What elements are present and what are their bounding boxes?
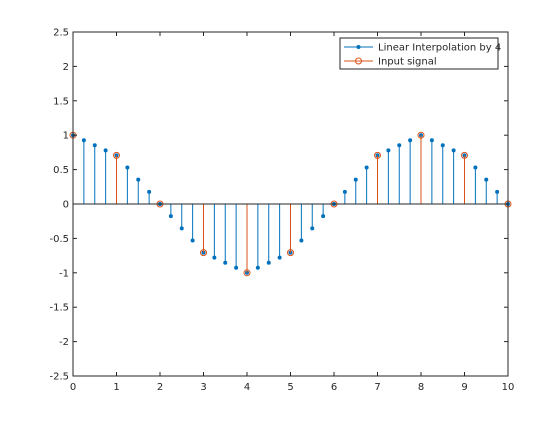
y-tick-label: -1.5: [49, 303, 69, 314]
stem-marker-interp: [179, 226, 184, 231]
stem-marker-interp: [495, 189, 500, 194]
stem-marker-interp: [266, 260, 271, 265]
stem-marker-interp: [440, 143, 445, 148]
legend-box: [339, 37, 499, 70]
stem-marker-interp: [321, 214, 326, 219]
stem-marker-interp: [212, 255, 217, 260]
legend-marker-input: [355, 57, 362, 65]
stem-marker-interp: [429, 138, 434, 143]
stem-marker-interp: [310, 226, 315, 231]
y-tick-label: -2: [59, 337, 69, 348]
stem-marker-interp: [364, 165, 369, 170]
stem-marker-interp: [255, 265, 260, 270]
y-tick-label: -1: [59, 268, 69, 279]
stem-marker-input: [200, 249, 207, 257]
stem-marker-interp: [234, 265, 239, 270]
stem-marker-interp: [223, 260, 228, 265]
x-tick-label: 4: [244, 382, 250, 393]
x-tick-label: 10: [502, 382, 515, 393]
stem-marker-input: [243, 269, 251, 277]
stem-marker-interp: [92, 143, 97, 148]
stem-marker-input: [287, 249, 294, 257]
stem-marker-interp: [190, 238, 195, 243]
stem-marker-input: [461, 151, 468, 159]
stem-marker-input: [113, 151, 120, 159]
legend-label-interp: Linear Interpolation by 4: [378, 43, 501, 54]
stem-marker-interp: [168, 214, 173, 219]
x-tick-label: 5: [287, 382, 293, 393]
stem-marker-interp: [277, 255, 282, 260]
stem-marker-interp: [386, 148, 391, 153]
stem-marker-interp: [299, 238, 304, 243]
x-tick-label: 3: [200, 382, 206, 393]
y-tick-label: 2: [63, 62, 69, 73]
legend-marker-interp: [356, 45, 361, 49]
y-tick-label: -2.5: [49, 372, 69, 383]
y-tick-label: -0.5: [49, 234, 69, 245]
x-tick-label: 9: [461, 382, 467, 393]
stem-marker-interp: [353, 177, 358, 182]
y-tick-label: 1.5: [53, 96, 69, 107]
x-tick-label: 6: [331, 382, 337, 393]
axes-layer: 0 1 2 3 4 5 6 7 8 9 10 -2.5 -2 -1.5 -1 -0.5 0 0.5 1 1.5 2 2.5: [49, 28, 514, 394]
x-tick-label: 2: [157, 382, 163, 393]
y-tick-label: 0: [63, 200, 69, 211]
stem-marker-interp: [451, 148, 456, 153]
stem-marker-interp: [408, 138, 413, 143]
stem-marker-interp: [147, 189, 152, 194]
x-tick-label: 7: [374, 382, 380, 393]
stem-marker-interp: [342, 189, 347, 194]
x-tick-label: 0: [70, 382, 76, 393]
y-tick-label: 1: [63, 131, 69, 142]
legend-label-input: Input signal: [378, 57, 437, 68]
stem-marker-interp: [397, 143, 402, 148]
stem-marker-input: [374, 151, 381, 159]
x-tick-label: 1: [113, 382, 119, 393]
stem-marker-interp: [473, 165, 478, 170]
stem-marker-interp: [81, 138, 86, 143]
stem-marker-input: [417, 131, 425, 139]
stem-marker-interp: [103, 148, 108, 153]
y-tick-label: 0.5: [53, 165, 69, 176]
x-tick-label: 8: [418, 382, 424, 393]
legend: Linear Interpolation by 4 Input signal: [339, 37, 501, 70]
y-tick-label: 2.5: [53, 28, 69, 39]
stem-marker-interp: [484, 177, 489, 182]
stem-marker-interp: [125, 165, 130, 170]
stem-marker-interp: [136, 177, 141, 182]
